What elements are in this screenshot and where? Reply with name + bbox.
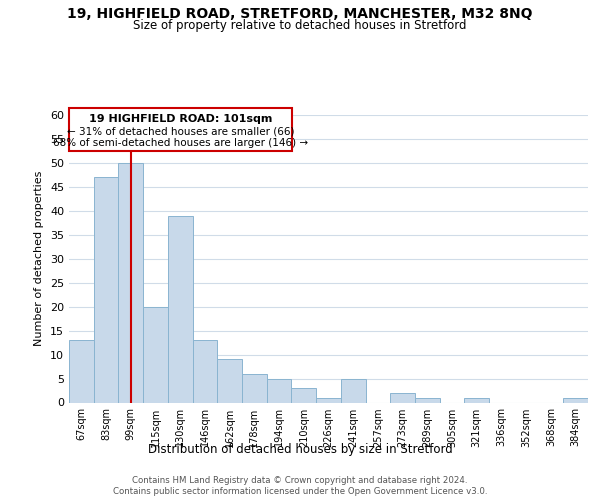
Text: 19 HIGHFIELD ROAD: 101sqm: 19 HIGHFIELD ROAD: 101sqm bbox=[89, 114, 272, 124]
Text: 68% of semi-detached houses are larger (146) →: 68% of semi-detached houses are larger (… bbox=[53, 138, 308, 148]
FancyBboxPatch shape bbox=[70, 108, 292, 151]
Bar bbox=[168, 216, 193, 402]
Text: Contains HM Land Registry data © Crown copyright and database right 2024.: Contains HM Land Registry data © Crown c… bbox=[132, 476, 468, 485]
Bar bbox=[390, 393, 415, 402]
Bar bbox=[118, 163, 143, 402]
Text: 19, HIGHFIELD ROAD, STRETFORD, MANCHESTER, M32 8NQ: 19, HIGHFIELD ROAD, STRETFORD, MANCHESTE… bbox=[67, 8, 533, 22]
Bar bbox=[69, 340, 94, 402]
Text: Size of property relative to detached houses in Stretford: Size of property relative to detached ho… bbox=[133, 18, 467, 32]
Bar bbox=[193, 340, 217, 402]
Bar bbox=[292, 388, 316, 402]
Bar bbox=[267, 378, 292, 402]
Bar bbox=[415, 398, 440, 402]
Bar bbox=[143, 306, 168, 402]
Bar bbox=[94, 178, 118, 402]
Bar bbox=[316, 398, 341, 402]
Text: ← 31% of detached houses are smaller (66): ← 31% of detached houses are smaller (66… bbox=[67, 127, 295, 137]
Text: Distribution of detached houses by size in Stretford: Distribution of detached houses by size … bbox=[148, 442, 452, 456]
Bar bbox=[341, 378, 365, 402]
Bar bbox=[242, 374, 267, 402]
Bar bbox=[217, 360, 242, 403]
Bar bbox=[464, 398, 489, 402]
Text: Contains public sector information licensed under the Open Government Licence v3: Contains public sector information licen… bbox=[113, 487, 487, 496]
Y-axis label: Number of detached properties: Number of detached properties bbox=[34, 171, 44, 346]
Bar bbox=[563, 398, 588, 402]
